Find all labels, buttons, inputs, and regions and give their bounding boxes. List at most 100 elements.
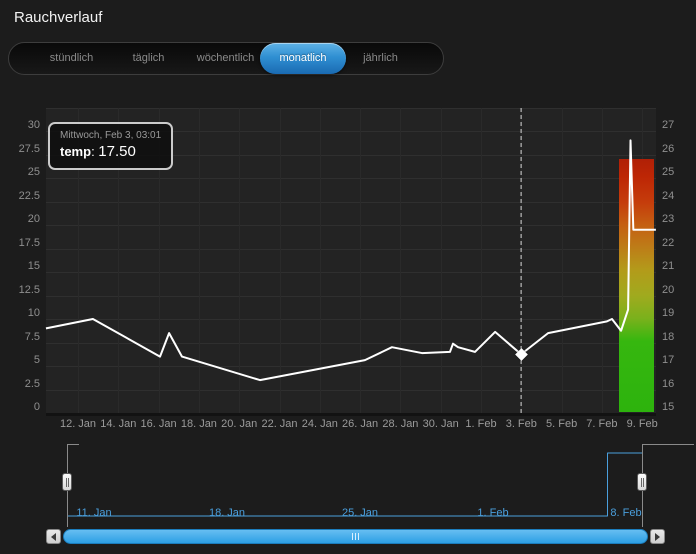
y-axis-right-label: 22 <box>662 236 675 249</box>
x-axis-label: 18. Jan <box>180 418 217 430</box>
gridline-horizontal <box>46 389 656 391</box>
navigator-axis-label: 18. Jan <box>208 507 246 519</box>
y-axis-right-label: 27 <box>662 119 675 131</box>
gradient-temperature-column <box>619 159 655 412</box>
tooltip-series-name: temp <box>60 144 92 159</box>
y-axis-left-label: 27.5 <box>18 142 40 155</box>
x-axis-label: 14. Jan <box>100 418 137 430</box>
y-axis-left-label: 17.5 <box>18 236 40 249</box>
gridline-horizontal <box>46 248 656 250</box>
gridline-vertical <box>481 108 482 413</box>
y-axis-right-label: 20 <box>662 283 675 296</box>
gridline-horizontal <box>46 131 656 132</box>
navigator-axis-label: 1. Feb <box>477 507 509 519</box>
gridline-horizontal <box>46 201 656 203</box>
plot-top-border <box>46 108 656 109</box>
gridline-vertical <box>239 108 241 413</box>
gridline-horizontal <box>46 366 656 367</box>
navigator-right-handle[interactable] <box>637 473 647 491</box>
x-axis-label: 16. Jan <box>140 418 177 430</box>
gridline-vertical <box>158 108 160 413</box>
scrollbar-left-button[interactable] <box>46 529 61 544</box>
y-axis-right-label: 17 <box>662 354 675 366</box>
tooltip-value-row: temp: 17.50 <box>60 143 161 161</box>
gridline-horizontal <box>46 319 656 320</box>
gridline-vertical <box>601 108 603 413</box>
x-axis-label: 9. Feb <box>626 418 658 430</box>
y-axis-left-label: 7.5 <box>24 330 40 343</box>
y-axis-left-label: 0 <box>33 401 40 413</box>
x-axis-label: 1. Feb <box>465 418 497 430</box>
x-axis-line <box>46 413 656 416</box>
gridline-vertical <box>400 108 402 413</box>
tab-hourly[interactable]: stündlich <box>49 52 94 64</box>
navigator-axis-label: 11. Jan <box>76 507 112 519</box>
y-axis-left-label: 15 <box>27 260 40 272</box>
y-axis-left-label: 22.5 <box>18 189 40 202</box>
tab-monthly[interactable]: monatlich <box>260 43 346 74</box>
tooltip-value: 17.50 <box>98 143 136 160</box>
tooltip: Mittwoch, Feb 3, 03:01 temp: 17.50 <box>48 122 174 170</box>
gridline-vertical <box>198 108 200 413</box>
tooltip-separator: : <box>91 144 99 159</box>
x-axis-label: 7. Feb <box>586 418 618 430</box>
y-axis-left-label: 25 <box>27 166 40 178</box>
gridline-vertical <box>521 108 523 413</box>
y-axis-left-label: 30 <box>27 119 40 131</box>
x-axis-label: 28. Jan <box>382 418 419 430</box>
page-title: Rauchverlauf <box>14 9 103 26</box>
y-axis-left-label: 10 <box>27 307 40 319</box>
left-arrow-icon <box>51 532 56 541</box>
tooltip-date: Mittwoch, Feb 3, 03:01 <box>60 130 162 141</box>
scrollbar-right-button[interactable] <box>650 529 665 544</box>
right-arrow-icon <box>655 532 660 541</box>
navigator-left-handle[interactable] <box>62 473 72 491</box>
gridline-vertical <box>360 108 362 413</box>
y-axis-right-label: 18 <box>662 330 675 343</box>
y-axis-left-label: 5 <box>33 354 40 366</box>
range-tabbar: stündlich täglich wöchentlich monatlich … <box>8 42 444 75</box>
x-axis-label: 12. Jan <box>59 418 97 430</box>
x-axis-label: 26. Jan <box>342 418 379 430</box>
y-axis-right-label: 25 <box>662 166 675 178</box>
y-axis-left-label: 2.5 <box>24 377 40 390</box>
x-axis-label: 22. Jan <box>261 418 298 430</box>
y-axis-left-label: 12.5 <box>18 283 40 296</box>
gridline-horizontal <box>46 178 656 179</box>
x-axis-label: 24. Jan <box>301 418 338 430</box>
gridline-vertical <box>319 108 321 413</box>
gridline-horizontal <box>46 272 656 273</box>
scrollbar-thumb[interactable] <box>63 529 648 544</box>
gridline-vertical <box>279 108 281 413</box>
y-axis-right-label: 16 <box>662 377 675 390</box>
navigator-axis-label: 25. Jan <box>341 507 379 519</box>
x-axis-label: 5. Feb <box>546 418 578 430</box>
temp-line-series <box>45 139 656 382</box>
navigator-outline-left-stub <box>67 444 79 445</box>
x-axis-label: 30. Jan <box>422 418 459 430</box>
navigator-series-line <box>67 452 642 517</box>
y-axis-left-label: 20 <box>27 213 40 225</box>
gridline-horizontal <box>46 225 656 226</box>
y-axis-right-label: 23 <box>662 213 675 225</box>
y-axis-right-label: 15 <box>662 401 675 413</box>
gridline-vertical <box>118 108 120 413</box>
y-axis-right-label: 24 <box>662 189 675 202</box>
gridline-horizontal <box>46 295 656 297</box>
x-axis-label: 3. Feb <box>505 418 537 430</box>
gridline-vertical <box>78 108 79 413</box>
x-axis-label: 20. Jan <box>221 418 258 430</box>
navigator-axis-label: 8. Feb <box>610 507 642 519</box>
y-axis-right-label: 19 <box>662 307 675 319</box>
tab-yearly[interactable]: jährlich <box>363 52 398 64</box>
navigator-outline-right-stub <box>642 444 694 445</box>
y-axis-right-label: 26 <box>662 142 675 155</box>
gridline-vertical <box>440 108 442 413</box>
gridline-horizontal <box>46 342 656 344</box>
gridline-horizontal <box>46 154 656 156</box>
tab-weekly[interactable]: wöchentlich <box>196 52 255 64</box>
y-axis-right-label: 21 <box>662 260 675 272</box>
tab-daily[interactable]: täglich <box>132 52 165 64</box>
